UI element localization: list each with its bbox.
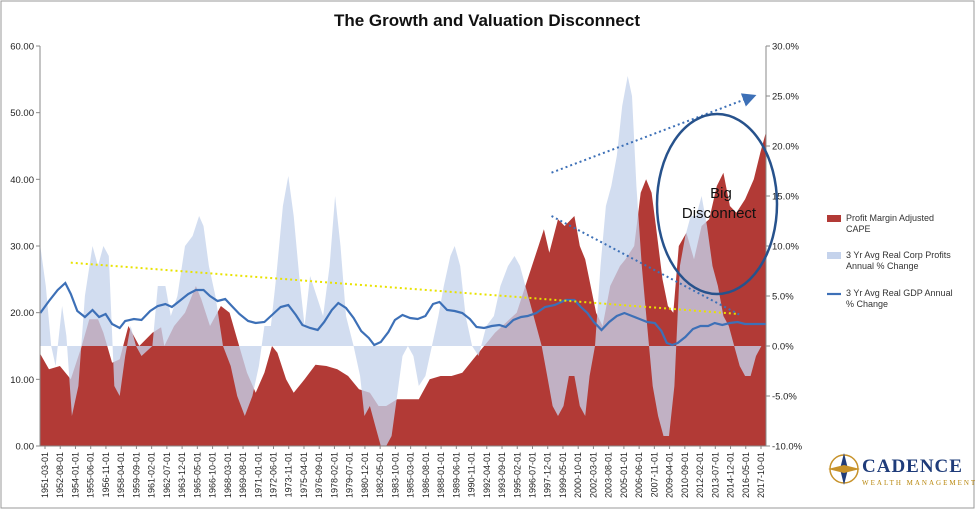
x-tick-label: 1968-03-01 [223, 452, 233, 498]
x-tick-label: 2009-04-01 [665, 452, 675, 498]
series-corp-profits-area [40, 76, 766, 446]
x-tick-label: 1995-02-01 [512, 452, 522, 498]
legend-label: Annual % Change [846, 261, 919, 271]
big-disconnect-ellipse [655, 112, 779, 296]
right-tick-label: 5.0% [772, 292, 794, 303]
x-tick-label: 2006-06-01 [634, 452, 644, 498]
x-tick-label: 1985-03-01 [406, 452, 416, 498]
cadence-logo: CADENCE WEALTH MANAGEMENT [828, 453, 975, 487]
x-tick-label: 1955-06-01 [86, 452, 96, 498]
x-tick-label: 1956-11-01 [101, 452, 111, 497]
left-tick-label: 50.00 [10, 108, 34, 119]
x-tick-label: 1993-09-01 [497, 452, 507, 498]
x-tick-label: 2007-11-01 [649, 452, 659, 497]
legend-label: 3 Yr Avg Real Corp Profits [846, 250, 951, 260]
x-tick-label: 1958-04-01 [116, 452, 126, 498]
logo-wordmark: CADENCE [862, 456, 963, 477]
x-tick-label: 1972-06-01 [269, 452, 279, 498]
x-tick-label: 2000-10-01 [573, 452, 583, 498]
x-tick-label: 1992-04-01 [482, 452, 492, 498]
x-tick-label: 1989-06-01 [451, 452, 461, 498]
x-tick-label: 1969-08-01 [238, 452, 248, 498]
left-tick-label: 60.00 [10, 42, 34, 53]
chart-title: The Growth and Valuation Disconnect [334, 11, 640, 30]
x-tick-label: 2005-01-01 [619, 452, 629, 498]
x-tick-label: 1982-05-01 [375, 452, 385, 498]
legend-label: % Change [846, 299, 888, 309]
right-tick-label: 0.0% [772, 342, 794, 353]
x-tick-label: 2003-08-01 [604, 452, 614, 498]
x-tick-label: 2013-07-01 [710, 452, 720, 498]
x-tick-label: 2016-05-01 [741, 452, 751, 498]
x-tick-label: 1954-01-01 [70, 452, 80, 498]
x-tick-label: 1951-03-01 [40, 452, 50, 498]
x-tick-label: 1959-09-01 [131, 452, 141, 498]
x-tick-label: 1962-07-01 [162, 452, 172, 498]
annotation-line1: Big [710, 185, 732, 202]
right-tick-label: 25.0% [772, 92, 799, 103]
x-tick-label: 1973-11-01 [284, 452, 294, 497]
legend-swatch-corp-profits [827, 252, 841, 259]
right-tick-label: -10.0% [772, 442, 803, 453]
upward-trend-arrow [551, 93, 757, 174]
right-tick-label: 15.0% [772, 192, 799, 203]
x-tick-label: 1979-07-01 [345, 452, 355, 498]
x-tick-label: 1963-12-01 [177, 452, 187, 498]
legend-label: 3 Yr Avg Real GDP Annual [846, 288, 953, 298]
x-tick-label: 1986-08-01 [421, 452, 431, 498]
legend-swatch-cape [827, 215, 841, 222]
right-tick-label: -5.0% [772, 392, 797, 403]
logo-tagline: WEALTH MANAGEMENT [862, 479, 975, 487]
legend-label: CAPE [846, 224, 871, 234]
legend-label: Profit Margin Adjusted [846, 213, 934, 223]
downward-trend-line [551, 215, 742, 317]
x-tick-label: 1961-02-01 [147, 452, 157, 498]
x-tick-label: 2017-10-01 [756, 452, 766, 498]
right-tick-label: 30.0% [772, 42, 799, 53]
x-tick-label: 1988-01-01 [436, 452, 446, 498]
x-tick-label: 1965-05-01 [192, 452, 202, 498]
x-tick-label: 2010-09-01 [680, 452, 690, 498]
left-tick-label: 0.00 [16, 442, 35, 453]
x-tick-label: 2002-03-01 [588, 452, 598, 498]
x-tick-label: 1996-07-01 [527, 452, 537, 498]
x-tick-label: 1952-08-01 [55, 452, 65, 498]
x-tick-label: 2012-02-01 [695, 452, 705, 498]
x-tick-label: 2014-12-01 [726, 452, 736, 498]
x-tick-label: 1990-11-01 [467, 452, 477, 497]
x-tick-label: 1978-02-01 [329, 452, 339, 498]
compass-logo-icon [828, 453, 860, 485]
x-tick-label: 1966-10-01 [208, 452, 218, 498]
left-tick-label: 40.00 [10, 175, 34, 186]
left-tick-label: 10.00 [10, 375, 34, 386]
left-tick-label: 30.00 [10, 242, 34, 253]
right-tick-label: 10.0% [772, 242, 799, 253]
annotation-line2: Disconnect [682, 205, 757, 222]
right-tick-label: 20.0% [772, 142, 799, 153]
x-tick-label: 1980-12-01 [360, 452, 370, 498]
left-tick-label: 20.00 [10, 308, 34, 319]
x-tick-label: 1971-01-01 [253, 452, 263, 498]
x-tick-label: 1997-12-01 [543, 452, 553, 498]
x-tick-label: 1999-05-01 [558, 452, 568, 498]
x-tick-label: 1975-04-01 [299, 452, 309, 498]
x-tick-label: 1983-10-01 [390, 452, 400, 498]
series-gdp-line [39, 281, 766, 347]
yellow-trend-line [70, 261, 739, 315]
x-tick-label: 1976-09-01 [314, 452, 324, 498]
